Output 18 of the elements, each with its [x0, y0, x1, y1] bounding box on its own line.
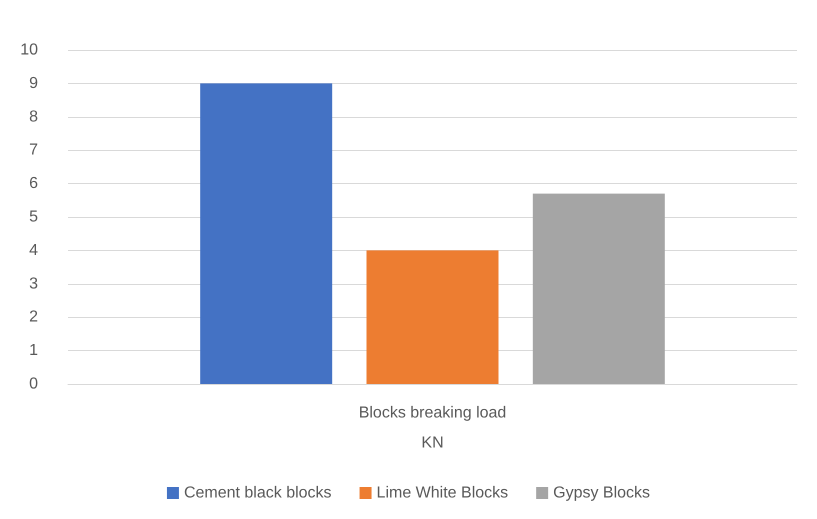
legend-label: Gypsy Blocks	[553, 484, 650, 502]
legend-label: Lime White Blocks	[376, 484, 508, 502]
y-tick-label: 5	[29, 208, 38, 226]
bar	[200, 83, 332, 384]
legend-label: Cement black blocks	[184, 484, 332, 502]
y-tick-label: 4	[29, 242, 38, 259]
y-tick-label: 1	[29, 342, 38, 360]
y-tick-label: 7	[29, 142, 38, 159]
bar	[366, 250, 498, 384]
y-tick-label: 0	[29, 376, 38, 392]
y-tick-label: 10	[20, 42, 38, 58]
y-tick-label: 2	[29, 308, 38, 326]
y-tick-label: 9	[29, 74, 38, 92]
bar	[532, 194, 665, 384]
y-tick-label: 6	[29, 175, 38, 192]
y-tick-label: 3	[29, 275, 38, 292]
y-tick-label: 8	[29, 108, 38, 126]
x-tick-label: Blocks breaking load KN	[358, 404, 506, 452]
